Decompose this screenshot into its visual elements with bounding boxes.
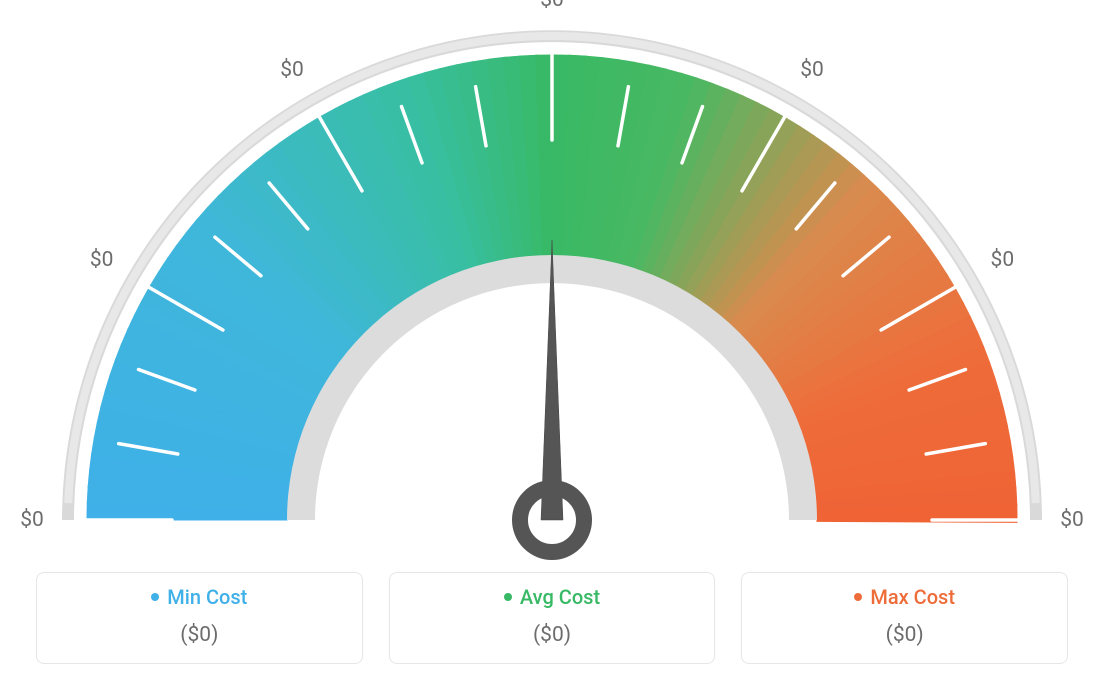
legend-label: Max Cost: [870, 585, 955, 609]
avg-cost-card: Avg Cost ($0): [389, 572, 716, 664]
dial-label: $0: [800, 58, 824, 82]
dial-label: $0: [90, 248, 114, 272]
max-cost-card: Max Cost ($0): [741, 572, 1068, 664]
dial-label: $0: [991, 248, 1015, 272]
min-cost-card: Min Cost ($0): [36, 572, 363, 664]
legend-dot-icon: [151, 593, 159, 601]
cost-gauge-chart: $0 $0 $0 $0 $0 $0 $0 Min Cost ($0) Avg Cost ($…: [0, 0, 1104, 690]
dial-label: $0: [280, 58, 304, 82]
legend-value: ($0): [47, 623, 352, 647]
gauge-svg: [0, 0, 1104, 560]
legend-label: Min Cost: [167, 585, 247, 609]
legend-dot-icon: [504, 593, 512, 601]
gauge-needle: [520, 240, 584, 552]
legend-label: Avg Cost: [520, 585, 600, 609]
dial-label: $0: [1060, 508, 1084, 532]
dial-label: $0: [540, 0, 564, 12]
legend-value: ($0): [400, 623, 705, 647]
dial-label: $0: [20, 508, 44, 532]
gauge-area: $0 $0 $0 $0 $0 $0 $0: [0, 0, 1104, 560]
legend-value: ($0): [752, 623, 1057, 647]
legend-dot-icon: [854, 593, 862, 601]
legend-title: Max Cost: [854, 585, 955, 609]
legend-title: Min Cost: [151, 585, 247, 609]
legend-row: Min Cost ($0) Avg Cost ($0) Max Cost ($0…: [36, 572, 1068, 664]
legend-title: Avg Cost: [504, 585, 600, 609]
